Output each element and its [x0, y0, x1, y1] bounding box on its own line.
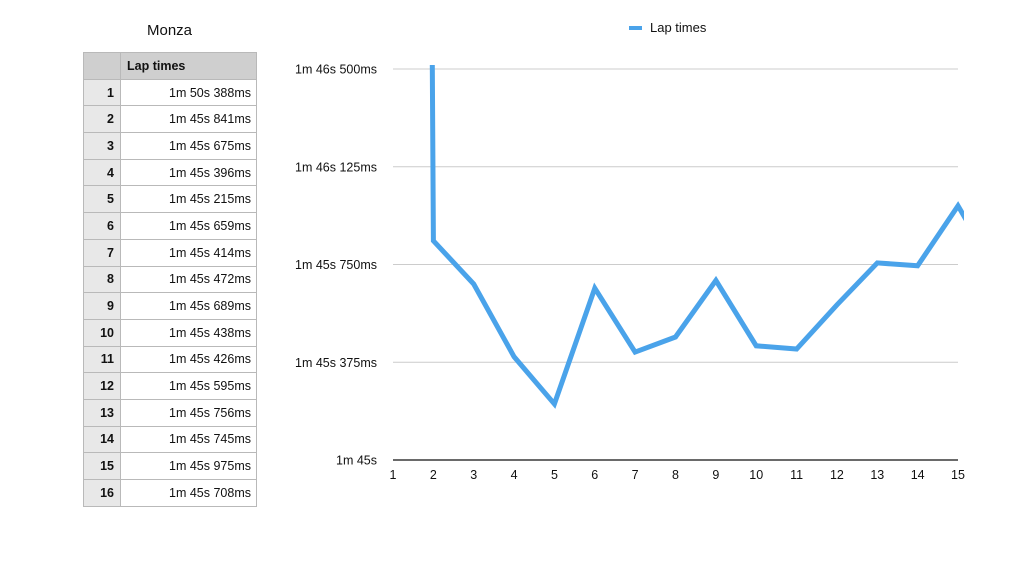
table-row: 10 1m 45s 438ms: [83, 318, 257, 347]
x-tick-label: 1: [390, 468, 397, 482]
y-tick-label: 1m 45s 750ms: [295, 258, 377, 272]
row-index: 9: [83, 292, 121, 320]
lap-times-column-header: Lap times: [120, 52, 257, 80]
lap-time-cell: 1m 50s 388ms: [120, 78, 257, 107]
x-tick-label: 6: [591, 468, 598, 482]
x-tick-label: 3: [470, 468, 477, 482]
lap-time-cell: 1m 45s 426ms: [120, 345, 257, 374]
table-row: 8 1m 45s 472ms: [83, 265, 257, 294]
x-tick-label: 5: [551, 468, 558, 482]
table-row: 6 1m 45s 659ms: [83, 212, 257, 240]
row-index: 3: [83, 132, 121, 160]
series-line-0: [429, 65, 964, 409]
x-tick-label: 7: [632, 468, 639, 482]
row-index: 4: [83, 158, 121, 187]
row-index: 2: [83, 105, 121, 134]
lap-time-cell: 1m 45s 689ms: [120, 292, 257, 320]
table-row: 11 1m 45s 426ms: [83, 345, 257, 374]
y-tick-label: 1m 46s 500ms: [295, 63, 377, 77]
x-tick-label: 14: [911, 468, 925, 482]
lap-time-cell: 1m 45s 438ms: [120, 318, 257, 347]
lap-time-cell: 1m 45s 708ms: [120, 479, 257, 507]
table-row: 15 1m 45s 975ms: [83, 452, 257, 480]
y-tick-label: 1m 45s 375ms: [295, 356, 377, 370]
x-tick-label: 11: [790, 468, 803, 482]
table-row: 9 1m 45s 689ms: [83, 292, 257, 320]
lap-time-cell: 1m 45s 414ms: [120, 238, 257, 267]
lap-time-cell: 1m 45s 756ms: [120, 398, 257, 427]
table-row: 16 1m 45s 708ms: [83, 479, 257, 507]
table-row: 1 1m 50s 388ms: [83, 78, 257, 107]
x-tick-label: 2: [430, 468, 437, 482]
lap-time-cell: 1m 45s 659ms: [120, 212, 257, 240]
table-row: 7 1m 45s 414ms: [83, 238, 257, 267]
table-body: 1 1m 50s 388ms 2 1m 45s 841ms 3 1m 45s 675ms 4…: [83, 78, 257, 507]
row-index: 15: [83, 452, 121, 480]
row-index: 14: [83, 425, 121, 454]
row-index: 7: [83, 238, 121, 267]
row-index: 5: [83, 185, 121, 214]
row-index: 16: [83, 479, 121, 507]
row-index: 10: [83, 318, 121, 347]
lap-time-cell: 1m 45s 396ms: [120, 158, 257, 187]
y-tick-label: 1m 45s: [336, 454, 377, 468]
legend-label: Lap times: [650, 20, 707, 35]
x-tick-label: 9: [712, 468, 719, 482]
x-tick-label: 4: [511, 468, 518, 482]
lap-time-cell: 1m 45s 675ms: [120, 132, 257, 160]
row-index: 6: [83, 212, 121, 240]
table-header-row: Lap times: [83, 52, 257, 80]
table-row: 4 1m 45s 396ms: [83, 158, 257, 187]
table-title: Monza: [146, 22, 193, 39]
x-tick-label: 15: [951, 468, 965, 482]
table-row: 2 1m 45s 841ms: [83, 105, 257, 134]
x-tick-label: 10: [749, 468, 763, 482]
table-row: 14 1m 45s 745ms: [83, 425, 257, 454]
lap-time-cell: 1m 45s 472ms: [120, 265, 257, 294]
y-tick-label: 1m 46s 125ms: [295, 160, 377, 174]
row-index: 12: [83, 372, 121, 400]
x-tick-label: 13: [870, 468, 884, 482]
x-tick-label: 8: [672, 468, 679, 482]
lap-time-cell: 1m 45s 215ms: [120, 185, 257, 214]
lap-time-cell: 1m 45s 841ms: [120, 105, 257, 134]
table-row: 13 1m 45s 756ms: [83, 398, 257, 427]
lap-time-cell: 1m 45s 745ms: [120, 425, 257, 454]
table-row: 5 1m 45s 215ms: [83, 185, 257, 214]
table-row: 3 1m 45s 675ms: [83, 132, 257, 160]
x-tick-label: 12: [830, 468, 844, 482]
lap-times-table: Lap times 1 1m 50s 388ms 2 1m 45s 841ms 3 1m …: [83, 52, 257, 507]
lap-time-cell: 1m 45s 975ms: [120, 452, 257, 480]
